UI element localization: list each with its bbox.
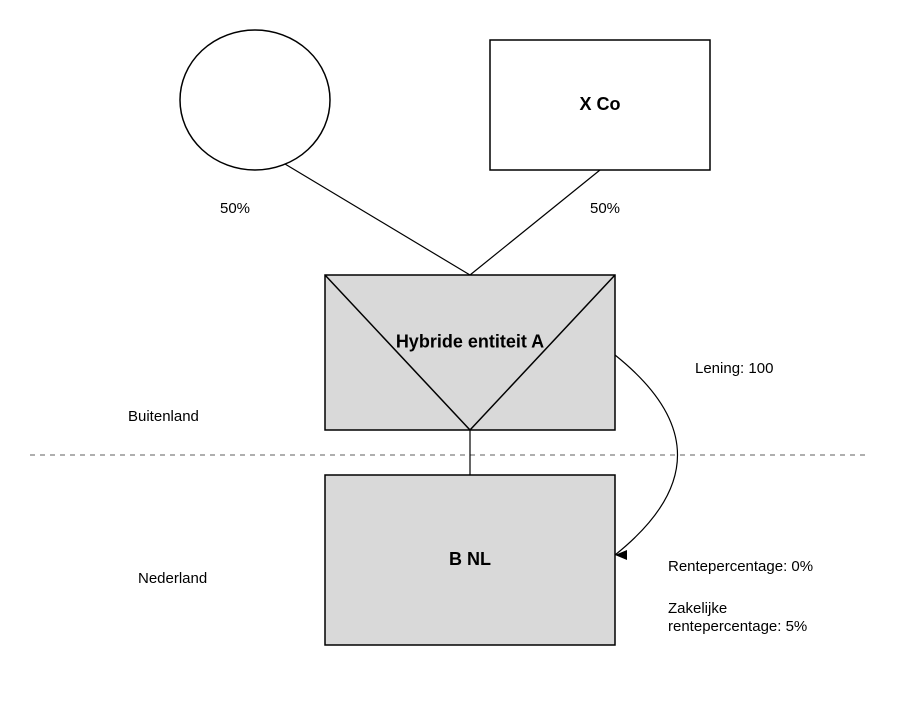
label-zakelijke1: Zakelijke — [668, 600, 727, 617]
diagram-canvas: X Co Hybride entiteit A B NL — [0, 0, 911, 701]
edge-xco-hybrid — [470, 170, 600, 275]
edge-circle-hybrid — [285, 164, 470, 275]
label-buitenland: Buitenland — [128, 408, 199, 425]
loan-arrow-head — [615, 550, 627, 560]
label-nederland: Nederland — [138, 570, 207, 587]
label-xco: X Co — [579, 94, 620, 114]
node-hybrid — [325, 275, 615, 430]
label-lening: Lening: 100 — [695, 360, 773, 377]
label-bnl: B NL — [449, 549, 491, 569]
label-rentepct: Rentepercentage: 0% — [668, 558, 813, 575]
label-hybrid: Hybride entiteit A — [396, 331, 544, 351]
label-zakelijke2: rentepercentage: 5% — [668, 618, 807, 635]
label-pct-left: 50% — [220, 200, 250, 217]
node-circle — [180, 30, 330, 170]
label-pct-right: 50% — [590, 200, 620, 217]
